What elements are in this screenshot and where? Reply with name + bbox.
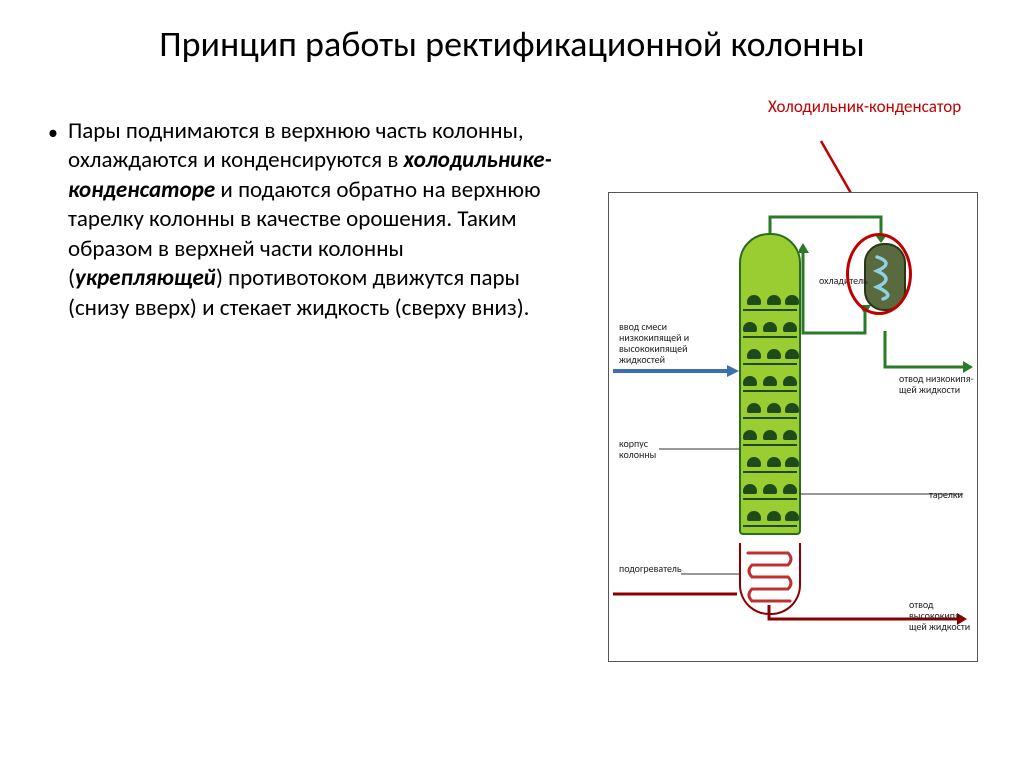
- column-tray: [743, 349, 797, 365]
- label-heater: подогреватель: [619, 563, 682, 574]
- bullet-item: • Пары поднимаются в верхнюю часть колон…: [48, 117, 558, 323]
- slide-title: Принцип работы ректификационной колонны: [0, 0, 1024, 77]
- bullet-em2: укрепляющей: [75, 264, 216, 292]
- diagram-frame: охладитель ввод смеси низкокипящей и выс…: [608, 192, 978, 662]
- column-body: [739, 233, 801, 535]
- label-top-out: отвод низкокипя- щей жидкости: [899, 373, 974, 395]
- label-bot-out-l3: щей жидкости: [909, 620, 970, 633]
- column-tray: [743, 322, 797, 338]
- heater-feed-pipe: [613, 587, 743, 601]
- text-column: • Пары поднимаются в верхнюю часть колон…: [48, 87, 558, 323]
- label-trays: тарелки: [929, 489, 963, 500]
- column-tray: [743, 457, 797, 473]
- label-bot-out: отвод высококипя- щей жидкости: [909, 599, 970, 632]
- label-top-out-l2: щей жидкости: [899, 383, 960, 396]
- diagram-column: Холодильник-конденсатор: [558, 87, 994, 323]
- column-tray: [743, 430, 797, 446]
- heater-coil-icon: [746, 547, 796, 607]
- label-body: корпус колонны: [619, 438, 656, 460]
- content-row: • Пары поднимаются в верхнюю часть колон…: [0, 77, 1024, 323]
- label-body-l2: колонны: [619, 448, 656, 461]
- column-tray: [743, 511, 797, 527]
- bullet-marker: •: [48, 117, 68, 323]
- label-feed-l4: жидкостей: [619, 353, 665, 366]
- annotation-ring: [846, 233, 912, 315]
- bullet-text: Пары поднимаются в верхнюю часть колонны…: [68, 117, 558, 323]
- column-tray: [743, 295, 797, 311]
- label-feed: ввод смеси низкокипящей и высококипящей …: [619, 321, 689, 365]
- annotation-label: Холодильник-конденсатор: [768, 97, 961, 117]
- column-tray: [743, 484, 797, 500]
- column-tray: [743, 403, 797, 419]
- column-tray: [743, 376, 797, 392]
